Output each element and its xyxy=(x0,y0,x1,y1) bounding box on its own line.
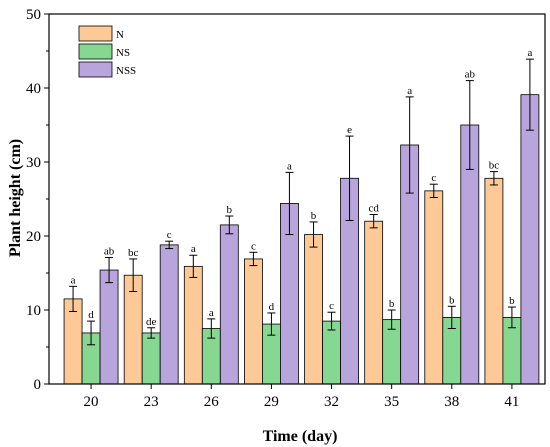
bar-N-41 xyxy=(484,177,504,385)
significance-label-NSS-26: b xyxy=(227,204,233,216)
bar-N-38 xyxy=(424,190,444,385)
legend-swatch-NS xyxy=(78,43,113,60)
bar-NS-32 xyxy=(322,320,341,385)
significance-label-N-23: bc xyxy=(128,247,139,259)
significance-label-NSS-23: c xyxy=(167,229,172,241)
y-axis-title: Plant height (cm) xyxy=(7,139,24,257)
legend-swatch-N xyxy=(78,25,113,42)
significance-label-N-29: c xyxy=(251,240,256,252)
plot-frame xyxy=(48,13,546,385)
y-tick-label: 20 xyxy=(26,229,41,245)
x-tick-label: 41 xyxy=(504,394,519,410)
significance-label-NS-41: b xyxy=(509,295,515,307)
significance-label-NS-38: b xyxy=(449,294,455,306)
y-tick-label: 30 xyxy=(26,155,41,171)
significance-label-NSS-38: ab xyxy=(465,69,476,81)
significance-label-NSS-29: a xyxy=(287,160,292,172)
significance-label-NSS-35: a xyxy=(407,85,412,97)
legend-label-NS: NS xyxy=(116,47,130,59)
bar-NSS-23 xyxy=(159,244,179,385)
bar-NSS-26 xyxy=(219,224,239,385)
x-tick-label: 26 xyxy=(204,394,220,410)
bar-N-29 xyxy=(244,258,263,385)
significance-label-NSS-41: a xyxy=(527,47,532,59)
significance-label-NS-26: a xyxy=(209,307,214,319)
significance-label-N-35: cd xyxy=(368,203,379,215)
bar-N-26 xyxy=(183,265,203,385)
significance-label-NS-20: d xyxy=(88,309,94,321)
axes: 20 23 26 29 32 35 38 41 0 10 20 30 40 50 xyxy=(26,7,546,410)
y-tick-label: 10 xyxy=(26,303,41,319)
significance-label-N-32: b xyxy=(311,210,317,222)
significance-label-N-26: a xyxy=(191,243,196,255)
significance-label-NSS-32: e xyxy=(347,124,352,136)
x-tick-label: 29 xyxy=(264,394,279,410)
significance-label-NS-32: c xyxy=(329,300,334,312)
significance-label-N-41: bc xyxy=(489,160,500,172)
x-tick-label: 35 xyxy=(384,394,399,410)
legend: N NS NSS xyxy=(78,25,136,78)
y-tick-label: 50 xyxy=(26,7,41,23)
x-tick-label: 38 xyxy=(444,394,459,410)
bar-N-32 xyxy=(304,234,323,385)
significance-label-NS-35: b xyxy=(389,298,395,310)
significance-label-NSS-20: ab xyxy=(104,245,115,257)
legend-label-NSS: NSS xyxy=(116,65,136,77)
significance-label-NS-29: d xyxy=(269,301,275,313)
significance-label-N-20: a xyxy=(71,274,76,286)
significance-label-NS-23: de xyxy=(146,316,157,328)
x-axis-title: Time (day) xyxy=(263,428,338,445)
legend-swatch-NSS xyxy=(78,61,113,78)
bar-N-35 xyxy=(364,220,384,385)
bar-NS-23 xyxy=(141,332,161,385)
legend-label-N: N xyxy=(116,29,124,41)
y-tick-label: 40 xyxy=(26,81,41,97)
y-tick-label: 0 xyxy=(34,377,42,393)
x-tick-label: 23 xyxy=(144,394,159,410)
significance-label-N-38: c xyxy=(431,172,436,184)
bar-NSS-20 xyxy=(99,269,119,385)
x-tick-label: 32 xyxy=(324,394,339,410)
x-tick-label: 20 xyxy=(84,394,99,410)
bar-NSS-41 xyxy=(520,94,540,385)
